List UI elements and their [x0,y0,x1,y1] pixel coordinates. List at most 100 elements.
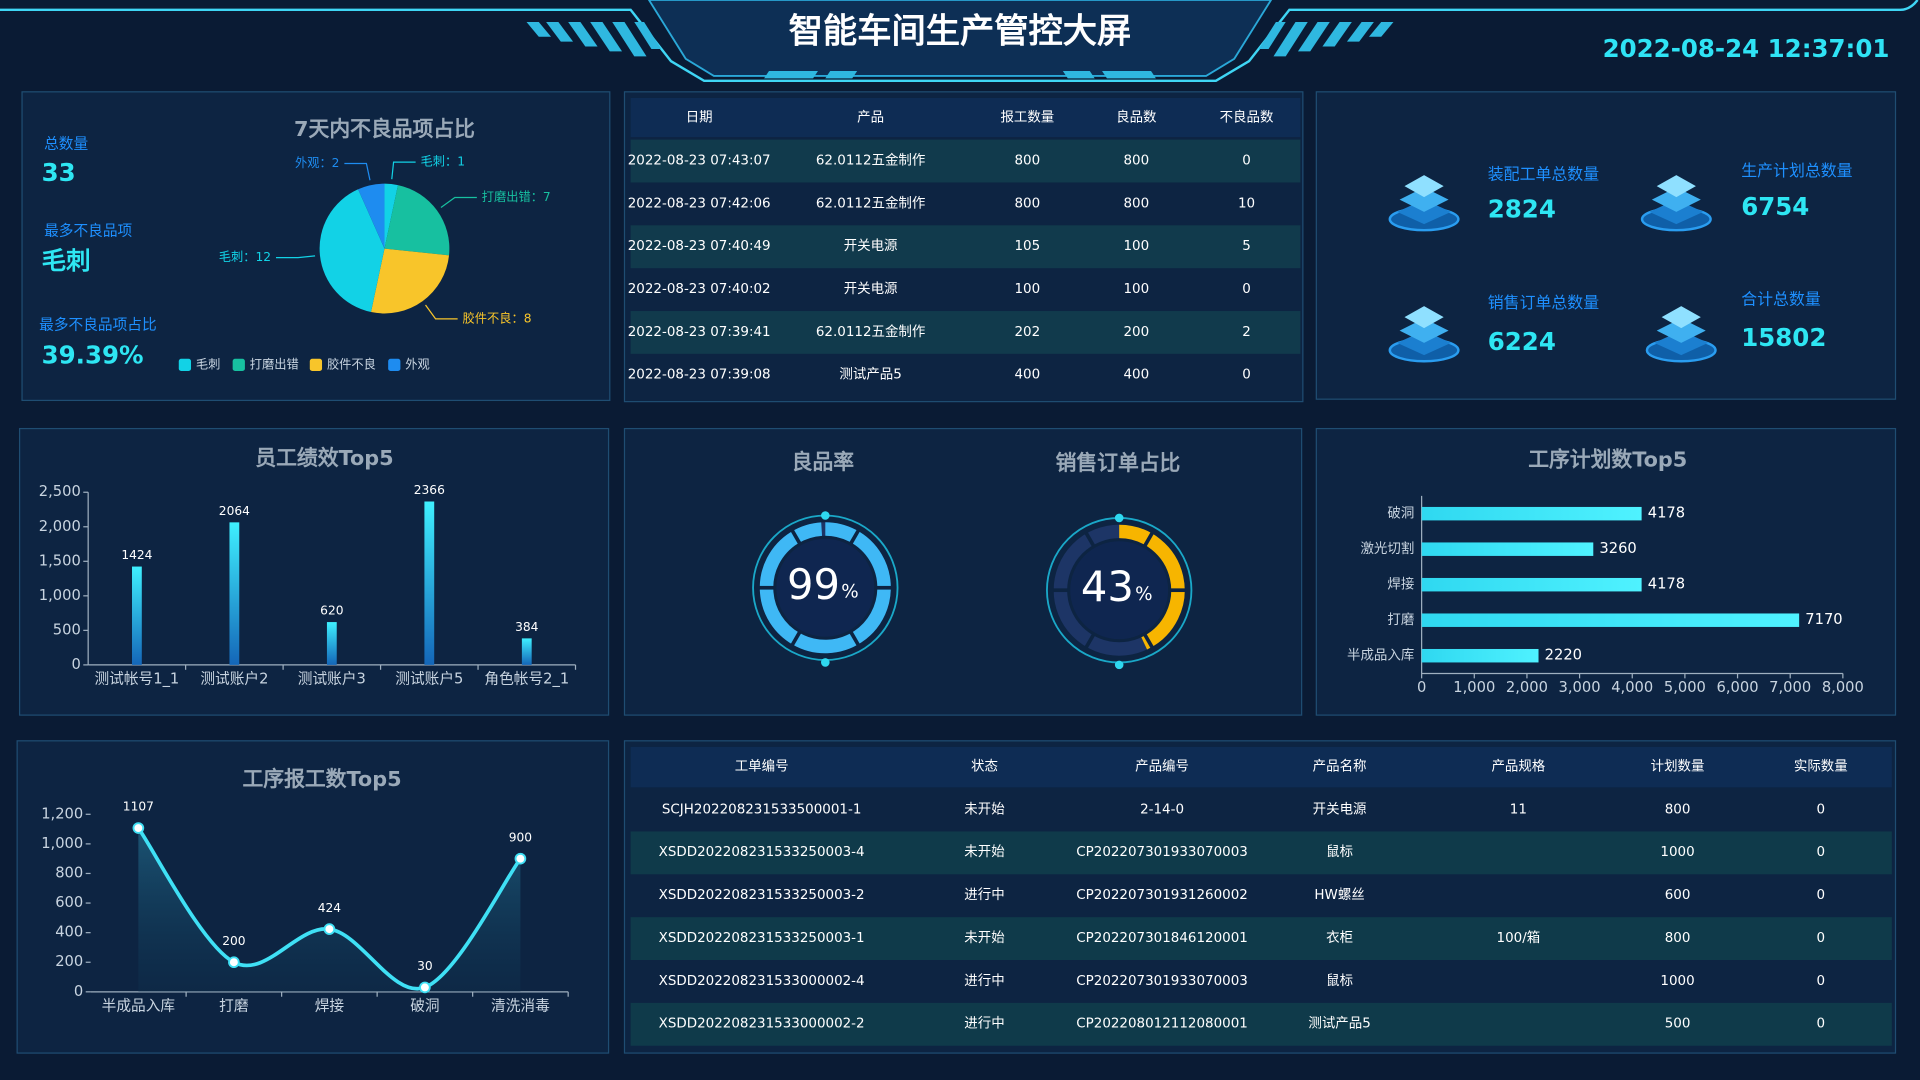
icon-layer [1656,318,1706,343]
table-cell: 0 [1817,931,1826,946]
x-tick-label: 测试账户2 [200,671,268,688]
table-cell: 100 [1123,239,1149,254]
table-row-band [630,139,1301,183]
y-tick-label: 400 [55,924,83,941]
icon-layer [1399,318,1449,343]
table-header: 工单编号 [735,759,789,775]
table-cell: 2 [1242,325,1251,340]
gauge-inner [776,538,875,637]
gauge-dot [821,511,830,520]
stat-icon [1640,175,1712,232]
pie-slice [384,185,450,256]
table-cell: HW螺丝 [1314,887,1364,903]
stat-label: 装配工单总数量 [1488,165,1599,184]
table-cell: 2022-08-23 07:43:07 [628,153,771,168]
stat-value: 15802 [1741,323,1826,352]
y-tick-label: 0 [71,656,80,673]
gauge-gap [849,631,860,646]
icon-layer [1404,175,1444,198]
icon-layer [1397,199,1452,225]
x-tick-label: 4,000 [1611,679,1653,696]
table-cell: 1000 [1660,845,1694,860]
value-label: 424 [318,901,342,915]
stat-label: 销售订单总数量 [1488,293,1599,312]
bar [132,566,142,665]
legend-swatch [309,358,323,372]
x-tick-label: 焊接 [315,998,345,1015]
table-cell: 测试产品5 [1308,1016,1370,1032]
x-tick-label: 1,000 [1453,679,1495,696]
legend-swatch [388,358,401,372]
table-cell: 鼠标 [1326,973,1353,989]
table-cell: 0 [1817,1017,1826,1032]
table-header: 产品规格 [1491,759,1545,775]
stat-label: 生产计划总数量 [1741,161,1852,180]
y-tick-label: 1,200 [41,805,83,822]
value-label: 4178 [1648,505,1685,522]
table-cell: 2022-08-23 07:39:08 [628,368,771,383]
y-tick-label: 1,000 [41,835,83,852]
table-cell: 100 [1015,282,1041,297]
table-cell: 2022-08-23 07:40:49 [628,239,771,254]
gauge-gap [849,529,860,545]
table-cell: 600 [1665,888,1691,903]
line-point [514,852,527,865]
gauge-unit: % [841,582,858,603]
gauge-gap [1143,532,1154,547]
x-tick-label: 3,000 [1559,679,1601,696]
x-tick-label: 角色帐号2_1 [484,671,569,688]
pie-slice [370,248,450,314]
pie-slice [384,183,398,249]
top-ratio-value: 39.39% [42,340,144,369]
x-tick-label: 7,000 [1769,679,1811,696]
bar [424,501,435,665]
value-label: 4178 [1648,576,1685,593]
y-tick-label: 0 [74,983,83,1000]
legend-label: 胶件不良 [327,356,376,371]
table-cell: 200 [1123,325,1149,340]
table-cell: CP202208012112080001 [1076,1017,1248,1032]
gauge-gap [790,631,802,646]
gauge-dot [1114,660,1124,670]
gauge-dot [1114,513,1124,523]
bar [521,638,532,665]
table-cell: 800 [1665,931,1691,946]
table-cell: 进行中 [964,973,1004,989]
legend-label: 打磨出错 [250,357,299,371]
table-cell: 62.0112五金制作 [816,324,925,340]
table-cell: 100/箱 [1497,930,1541,946]
table-cell: CP202207301931260002 [1076,888,1248,903]
table-cell: 开关电源 [844,238,898,254]
table-header: 实际数量 [1794,759,1848,775]
table-header: 产品编号 [1135,759,1189,775]
chart-title: 良品率 [792,450,855,474]
stat-icon [1388,175,1460,232]
table-header: 不良品数 [1220,110,1274,126]
bar [1421,506,1642,521]
pie-label: 打磨出错：7 [482,190,551,204]
y-tick-label: 2,000 [39,518,81,535]
table-header: 良品数 [1116,110,1157,126]
table-cell: 鼠标 [1326,844,1353,860]
bar [1421,542,1594,556]
gauge-value: 99 [787,560,840,609]
header-stripes [526,22,1394,79]
y-tick-label: 600 [55,894,83,911]
value-label: 620 [320,604,343,618]
chart-title: 工序计划数Top5 [1528,447,1687,471]
table-row-band [630,831,1892,875]
table-cell: CP202207301846120001 [1076,931,1248,946]
gauge-gap [1143,633,1154,649]
table-cell: XSDD202208231533250003-4 [659,845,865,860]
x-tick-label: 5,000 [1664,679,1706,696]
gauge-arc [1118,524,1185,650]
x-tick-label: 测试账户5 [395,671,463,688]
line-point [323,923,336,935]
gauge-gap [790,529,802,545]
y-tick-label: 激光切割 [1360,540,1414,557]
table-cell: 800 [1123,196,1149,211]
table-cell: 100 [1123,282,1149,297]
value-label: 1107 [123,800,154,814]
